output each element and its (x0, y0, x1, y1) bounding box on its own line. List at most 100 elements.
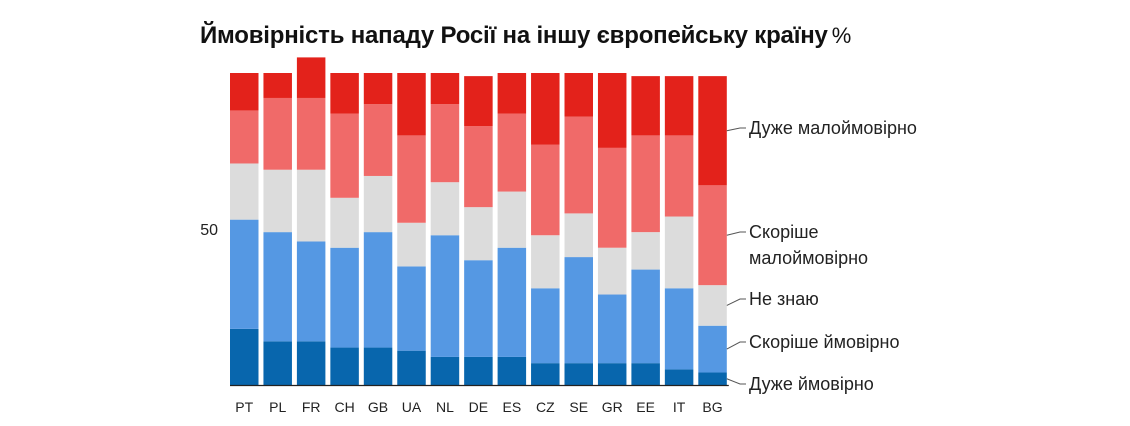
legend-label: Дуже малоймовірно (749, 118, 917, 138)
bar-segment-gb-5 (363, 73, 393, 105)
legend-leader-line (726, 298, 746, 306)
bar-segment-cz-3 (531, 235, 560, 289)
bar-segment-cz-5 (531, 73, 560, 145)
bar-segment-nl-2 (430, 235, 460, 357)
bar-segment-ee-2 (631, 269, 660, 364)
bar-segment-nl-4 (430, 104, 460, 183)
bar-segment-pl-1 (263, 341, 292, 385)
bar-segment-ch-3 (330, 197, 359, 248)
bar-segment-ua-3 (397, 222, 426, 267)
x-tick-label: CZ (536, 399, 555, 415)
x-tick-label: DE (469, 399, 488, 415)
bar-segment-gb-4 (363, 104, 393, 176)
bar-segment-pt-4 (230, 110, 259, 164)
bar-segment-fr-1 (296, 341, 326, 385)
x-tick-label: UA (402, 399, 422, 415)
legend-leader-line (726, 231, 746, 236)
bar-segment-gr-1 (597, 363, 627, 385)
bar-segment-es-3 (497, 191, 527, 248)
legend-label: Не знаю (749, 289, 819, 309)
bar-segment-ch-1 (330, 347, 359, 385)
bar-segment-pt-2 (230, 219, 259, 329)
y-tick-label: 50 (200, 222, 218, 239)
bar-segment-es-2 (497, 247, 527, 357)
bar-segment-ch-2 (330, 247, 359, 348)
legend-leader-line (726, 127, 746, 132)
bar-segment-se-4 (564, 116, 593, 214)
bar-segment-gb-2 (363, 232, 393, 348)
bar-segment-bg-5 (698, 76, 727, 186)
bar-segment-es-5 (497, 73, 527, 114)
bar-segment-gr-4 (597, 147, 627, 248)
bar-segment-se-2 (564, 257, 593, 364)
bar-segment-de-3 (464, 207, 493, 261)
x-tick-label: PL (269, 399, 286, 415)
bar-segment-fr-3 (296, 169, 326, 242)
bar-segment-pl-3 (263, 169, 292, 233)
bar-segment-gb-3 (363, 175, 393, 233)
bar-segment-fr-4 (296, 97, 326, 170)
x-tick-label: IT (673, 399, 686, 415)
bar-segment-ee-5 (631, 76, 660, 136)
chart-title-text: Ймовірність нападу Росії на іншу європей… (200, 22, 828, 49)
bar-segment-pl-2 (263, 232, 292, 342)
x-tick-label: ES (503, 399, 522, 415)
bar-segment-ua-4 (397, 135, 426, 223)
bar-segment-bg-4 (698, 185, 727, 286)
bar-segment-de-1 (464, 356, 493, 385)
bar-segment-fr-5 (296, 57, 326, 98)
x-tick-label: CH (334, 399, 354, 415)
bar-segment-ee-3 (631, 232, 660, 270)
bar-segment-pl-4 (263, 97, 292, 170)
chart-title: Ймовірність нападу Росії на іншу європей… (200, 22, 851, 50)
x-tick-label: SE (569, 399, 588, 415)
x-tick-label: NL (436, 399, 454, 415)
bar-segment-de-2 (464, 260, 493, 357)
bar-segment-it-2 (664, 288, 694, 370)
bar-segment-it-1 (664, 369, 694, 385)
bar-segment-de-5 (464, 76, 493, 127)
bar-segment-cz-1 (531, 363, 560, 385)
bar-segment-gr-3 (597, 247, 627, 295)
legend-label: Скоріше ймовірно (749, 332, 900, 352)
bar-segment-se-5 (564, 73, 593, 117)
bar-segment-ch-5 (330, 73, 359, 114)
x-tick-label: GB (368, 399, 388, 415)
bar-segment-bg-3 (698, 285, 727, 326)
bar-segment-it-4 (664, 135, 694, 217)
bar-segment-gr-2 (597, 294, 627, 364)
bar-segment-pt-5 (230, 73, 259, 111)
x-tick-label: BG (702, 399, 722, 415)
bar-segment-cz-2 (531, 288, 560, 364)
bar-segment-pt-3 (230, 163, 259, 220)
bar-segment-bg-2 (698, 325, 727, 373)
bar-segment-ee-1 (631, 363, 660, 385)
bar-segment-ua-2 (397, 266, 426, 351)
bar-segment-cz-4 (531, 144, 560, 236)
bar-segment-ee-4 (631, 135, 660, 233)
bar-segment-it-3 (664, 216, 694, 289)
x-tick-label: FR (302, 399, 321, 415)
bar-segment-gr-5 (597, 73, 627, 148)
legend-label: Дуже ймовірно (749, 374, 874, 394)
x-tick-label: GR (602, 399, 623, 415)
bar-segment-pt-1 (230, 328, 259, 385)
x-tick-label: EE (636, 399, 655, 415)
bar-segment-gb-1 (363, 347, 393, 385)
legend-leader-line (726, 341, 746, 350)
bar-segment-nl-3 (430, 182, 460, 236)
bar-segment-it-5 (664, 76, 694, 136)
bar-segment-es-4 (497, 113, 527, 192)
bar-segment-bg-1 (698, 372, 727, 385)
bar-segment-es-1 (497, 356, 527, 385)
bar-segment-nl-1 (430, 356, 460, 385)
legend-label: малоймовірно (749, 248, 868, 268)
bar-segment-ch-4 (330, 113, 359, 198)
bar-segment-se-1 (564, 363, 593, 385)
bar-segment-ua-1 (397, 350, 426, 385)
x-tick-label: PT (235, 399, 253, 415)
bar-segment-nl-5 (430, 73, 460, 105)
legend-label: Скоріше (749, 222, 819, 242)
bar-segment-pl-5 (263, 73, 292, 98)
